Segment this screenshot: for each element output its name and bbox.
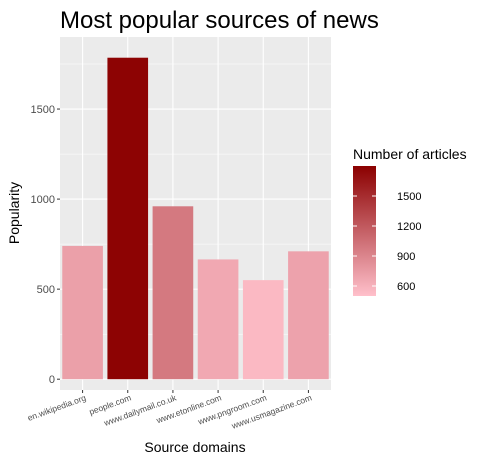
legend: Number of articles 600 900 1200 1500 (353, 146, 467, 296)
bar-www-dailymail-co-uk (152, 206, 194, 380)
legend-colorbar (353, 166, 376, 296)
y-axis-title: Popularity (6, 182, 22, 244)
y-tick-label-2: 1000 (31, 194, 55, 206)
plot-panel (60, 37, 331, 390)
x-axis-title: Source domains (144, 439, 245, 455)
y-tick-label-0: 0 (49, 374, 55, 386)
bar-www-usmagazine-com (288, 251, 329, 380)
x-axis: en.wikipedia.org people.comwww.dailymail.… (26, 390, 313, 431)
legend-tick-label-3: 1500 (397, 191, 421, 203)
bar-www-pngroom-com (242, 280, 284, 380)
y-tick-label-3: 1500 (31, 104, 55, 116)
y-axis: 0 500 1000 1500 (31, 104, 60, 386)
x-tick-label-5: www.usmagazine.com (229, 392, 313, 431)
legend-tick-label-0: 600 (397, 281, 415, 293)
bar-people-com (107, 57, 149, 380)
legend-tick-label-1: 900 (397, 251, 415, 263)
bar-en-wikipedia-org (62, 245, 103, 380)
legend-tick-label-2: 1200 (397, 221, 421, 233)
chart-title: Most popular sources of news (60, 7, 379, 34)
legend-title: Number of articles (353, 146, 467, 162)
bar-www-etonline-com (197, 259, 239, 380)
legend-ticks: 600 900 1200 1500 (353, 191, 421, 293)
x-tick-label-0: en.wikipedia.org (26, 392, 87, 422)
y-tick-label-1: 500 (37, 284, 55, 296)
bars (62, 57, 329, 380)
